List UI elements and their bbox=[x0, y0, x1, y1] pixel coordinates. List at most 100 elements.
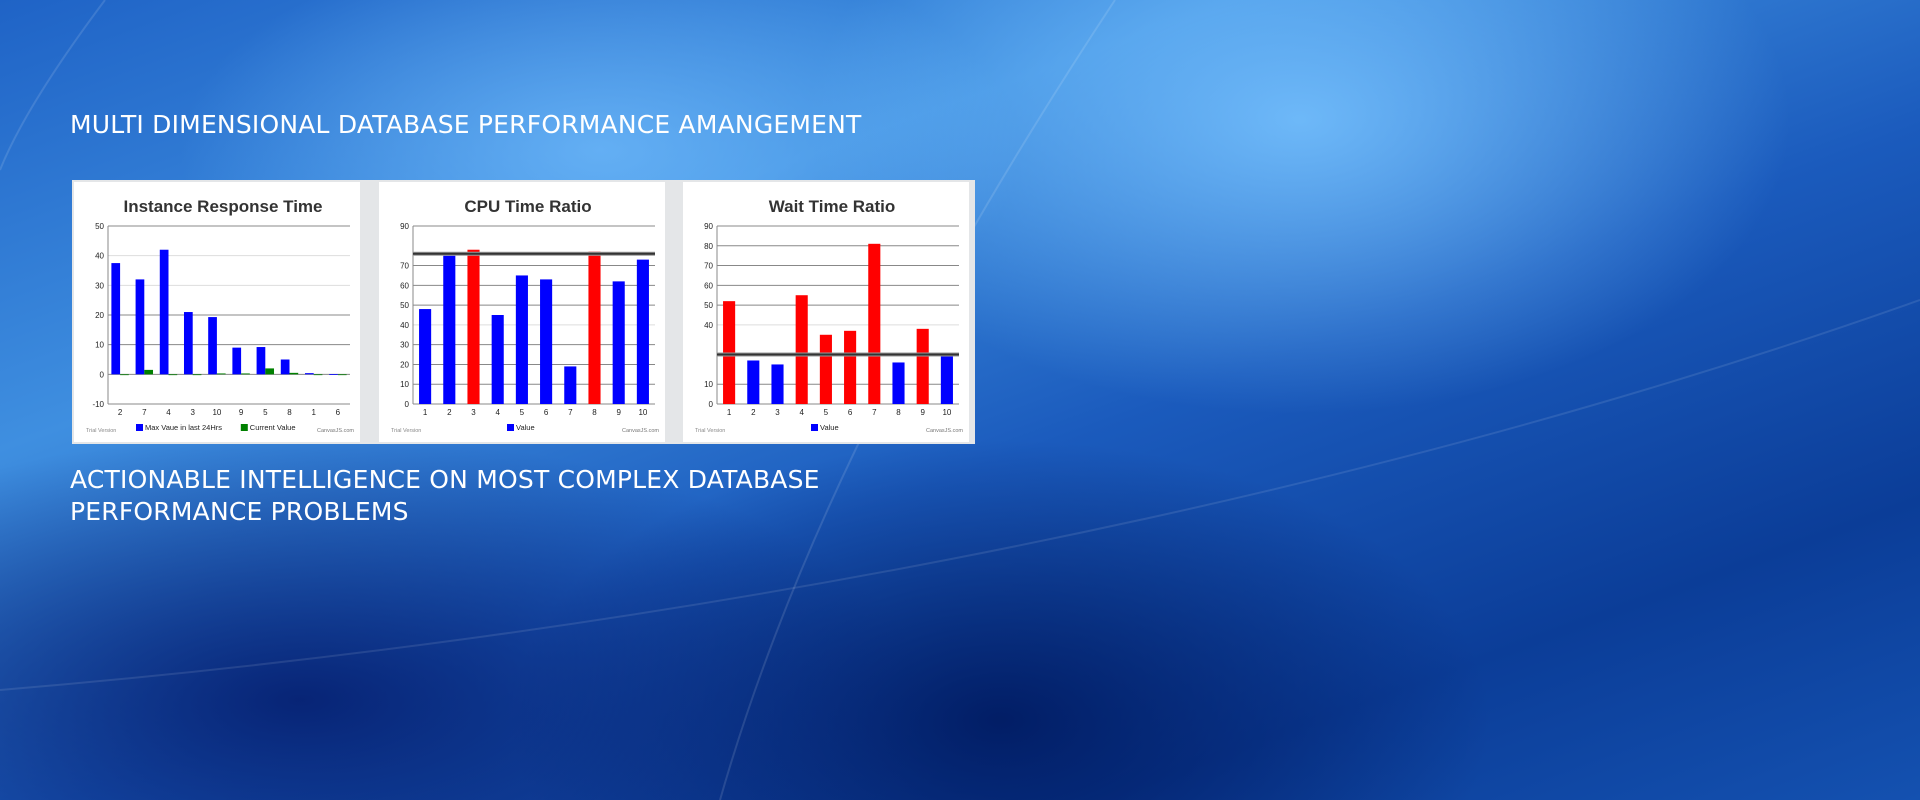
legend-label: Current Value bbox=[250, 423, 296, 432]
x-tick-label: 9 bbox=[920, 408, 925, 417]
legend-label: Value bbox=[516, 423, 535, 432]
y-tick-label: 0 bbox=[100, 370, 105, 379]
x-tick-label: 8 bbox=[592, 408, 597, 417]
bar bbox=[892, 362, 905, 404]
y-tick-label: 20 bbox=[95, 311, 104, 320]
chart-cpu-time-ratio: CPU Time Ratio 0 10 20 30 40 50 60 70 90 1 2 3 4 5 6 7 8 9… bbox=[379, 182, 665, 442]
bar bbox=[819, 334, 832, 404]
x-tick-label: 1 bbox=[423, 408, 428, 417]
x-tick-label: 10 bbox=[942, 408, 951, 417]
chart-instance-response-time: Instance Response Time -10 0 10 20 30 40 50 2 7 4 3… bbox=[74, 182, 360, 442]
y-tick-label: 40 bbox=[704, 321, 713, 330]
y-tick-label: 10 bbox=[704, 380, 713, 389]
legend-swatch bbox=[507, 424, 514, 431]
x-tick-label: 2 bbox=[447, 408, 452, 417]
x-tick-label: 7 bbox=[872, 408, 877, 417]
canvasjs-credit: CanvasJS.com bbox=[622, 428, 659, 434]
x-tick-label: 6 bbox=[544, 408, 549, 417]
bar bbox=[868, 243, 881, 404]
bar bbox=[795, 295, 808, 404]
x-tick-label: 1 bbox=[727, 408, 732, 417]
chart-title: CPU Time Ratio bbox=[464, 197, 591, 216]
y-tick-label: 90 bbox=[400, 222, 409, 231]
legend-swatch bbox=[240, 424, 248, 431]
bar bbox=[256, 347, 266, 375]
y-tick-label: 0 bbox=[405, 400, 410, 409]
x-tick-label: 8 bbox=[896, 408, 901, 417]
bar bbox=[208, 317, 217, 375]
x-tick-label: 2 bbox=[118, 408, 123, 417]
bar bbox=[241, 373, 250, 375]
y-tick-label: 30 bbox=[95, 281, 104, 290]
x-tick-label: 6 bbox=[336, 408, 341, 417]
x-tick-label: 7 bbox=[568, 408, 573, 417]
x-tick-label: 3 bbox=[471, 408, 476, 417]
y-tick-label: 50 bbox=[400, 301, 409, 310]
bar bbox=[329, 374, 338, 375]
x-tick-label: 2 bbox=[751, 408, 756, 417]
bar bbox=[771, 364, 784, 404]
chart-title: Wait Time Ratio bbox=[769, 197, 896, 216]
bar bbox=[916, 328, 929, 404]
y-tick-label: 0 bbox=[709, 400, 714, 409]
bar bbox=[111, 263, 121, 375]
background-swoosh bbox=[0, 0, 106, 171]
x-tick-label: 5 bbox=[263, 408, 268, 417]
y-tick-label: 30 bbox=[400, 341, 409, 350]
bar bbox=[265, 368, 275, 375]
legend-swatch bbox=[136, 424, 143, 431]
bar bbox=[304, 373, 314, 375]
bar bbox=[940, 354, 953, 404]
bar bbox=[144, 369, 154, 375]
x-tick-label: 5 bbox=[824, 408, 829, 417]
x-tick-label: 4 bbox=[799, 408, 804, 417]
bar bbox=[232, 347, 242, 375]
x-tick-label: 3 bbox=[190, 408, 195, 417]
bar bbox=[467, 249, 480, 404]
bar bbox=[612, 281, 625, 404]
y-tick-label: -10 bbox=[92, 400, 104, 409]
canvasjs-credit: CanvasJS.com bbox=[317, 428, 354, 434]
bar bbox=[289, 372, 299, 375]
bar bbox=[159, 249, 169, 375]
y-tick-label: 70 bbox=[400, 262, 409, 271]
y-tick-label: 70 bbox=[704, 262, 713, 271]
bar bbox=[491, 315, 504, 404]
chart-svg: Wait Time Ratio 0 10 40 50 60 70 80 90 1 2 3 4 5 6 7 8 9 1… bbox=[695, 197, 963, 434]
x-tick-label: 4 bbox=[166, 408, 171, 417]
x-tick-label: 6 bbox=[848, 408, 853, 417]
x-tick-label: 5 bbox=[520, 408, 525, 417]
x-tick-label: 9 bbox=[239, 408, 244, 417]
trial-version-label: Trial Version bbox=[695, 428, 725, 434]
y-tick-label: 20 bbox=[400, 360, 409, 369]
bar bbox=[747, 360, 760, 404]
x-tick-label: 7 bbox=[142, 408, 147, 417]
x-tick-label: 1 bbox=[311, 408, 316, 417]
canvasjs-credit: CanvasJS.com bbox=[926, 428, 963, 434]
bar bbox=[313, 374, 323, 376]
bar bbox=[216, 373, 226, 375]
bar bbox=[183, 312, 193, 375]
legend-label: Value bbox=[820, 423, 839, 432]
bar bbox=[120, 374, 129, 376]
x-tick-label: 3 bbox=[775, 408, 780, 417]
bar bbox=[636, 259, 649, 404]
background-swoosh bbox=[0, 299, 1920, 691]
trial-version-label: Trial Version bbox=[86, 428, 116, 434]
x-tick-label: 10 bbox=[212, 408, 221, 417]
y-tick-label: 50 bbox=[95, 222, 104, 231]
bar bbox=[192, 374, 202, 376]
chart-wait-time-ratio: Wait Time Ratio 0 10 40 50 60 70 80 90 1 2 3 4 5 6 7 8 9 1… bbox=[683, 182, 969, 442]
x-tick-label: 9 bbox=[616, 408, 621, 417]
bar bbox=[135, 279, 145, 375]
x-tick-label: 10 bbox=[638, 408, 647, 417]
y-tick-label: 10 bbox=[95, 341, 104, 350]
y-tick-label: 60 bbox=[704, 281, 713, 290]
headline: MULTI DIMENSIONAL DATABASE PERFORMANCE A… bbox=[70, 110, 862, 139]
legend-swatch bbox=[811, 424, 818, 431]
y-tick-label: 50 bbox=[704, 301, 713, 310]
y-tick-label: 40 bbox=[400, 321, 409, 330]
y-tick-label: 60 bbox=[400, 281, 409, 290]
bar bbox=[337, 374, 347, 376]
